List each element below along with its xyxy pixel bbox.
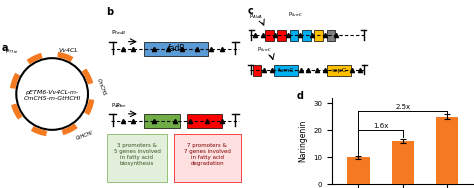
FancyBboxPatch shape — [107, 134, 167, 182]
Text: d: d — [296, 91, 303, 101]
FancyBboxPatch shape — [265, 30, 273, 41]
Text: a: a — [1, 43, 8, 54]
FancyBboxPatch shape — [302, 30, 310, 41]
Bar — [436, 117, 458, 184]
Text: pETM6-Vv4CL-m-
CmCHS-m-GtHCHI: pETM6-Vv4CL-m- CmCHS-m-GtHCHI — [23, 90, 81, 101]
Text: 2.5x: 2.5x — [395, 104, 410, 110]
FancyBboxPatch shape — [253, 65, 261, 76]
Text: fadB: fadB — [167, 44, 185, 53]
Text: c: c — [248, 6, 254, 16]
Text: b: b — [106, 7, 113, 17]
FancyBboxPatch shape — [174, 134, 241, 182]
Text: P$_{fumC}$: P$_{fumC}$ — [257, 45, 273, 54]
FancyBboxPatch shape — [314, 30, 323, 41]
Text: scpC: scpC — [331, 68, 346, 73]
Text: P$_{?}$: P$_{?}$ — [115, 101, 122, 110]
Text: GtHCHI: GtHCHI — [75, 130, 94, 141]
Y-axis label: Naringenin: Naringenin — [299, 120, 308, 162]
Bar — [392, 141, 414, 184]
FancyBboxPatch shape — [290, 30, 298, 41]
Text: P$_{T7te}$: P$_{T7te}$ — [5, 47, 19, 56]
Text: P$_{fumC}$: P$_{fumC}$ — [288, 10, 303, 19]
Text: Vv4CL: Vv4CL — [58, 48, 78, 52]
FancyBboxPatch shape — [273, 65, 298, 76]
Text: 1.6x: 1.6x — [373, 123, 388, 129]
Bar — [347, 157, 370, 184]
FancyBboxPatch shape — [144, 114, 180, 128]
Text: CmCHS: CmCHS — [96, 78, 107, 97]
FancyBboxPatch shape — [327, 65, 351, 76]
Text: 7 promoters &
7 genes involved
in fatty acid
degradation: 7 promoters & 7 genes involved in fatty … — [184, 143, 231, 166]
Text: fumC: fumC — [278, 68, 294, 73]
FancyBboxPatch shape — [277, 30, 286, 41]
Text: P$_{down}$: P$_{down}$ — [111, 101, 126, 110]
Text: P$_{fadB}$: P$_{fadB}$ — [111, 28, 126, 37]
FancyBboxPatch shape — [144, 42, 208, 56]
Text: 3 promoters &
5 genes involved
in fatty acid
biosynthesis: 3 promoters & 5 genes involved in fatty … — [114, 143, 160, 166]
Text: P$_{AldA}$: P$_{AldA}$ — [249, 12, 263, 21]
FancyBboxPatch shape — [187, 114, 222, 128]
FancyBboxPatch shape — [327, 30, 335, 41]
